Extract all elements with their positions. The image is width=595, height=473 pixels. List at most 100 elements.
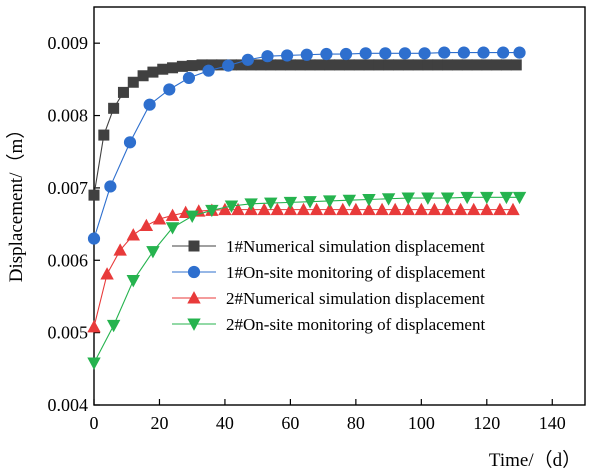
data-point [438, 46, 451, 59]
data-point [379, 47, 392, 60]
axes: 0 20 40 60 80 100 120 140 0.004 0.005 0.006 0.007 0.… [48, 6, 586, 433]
data-point [244, 198, 258, 211]
data-point [224, 200, 239, 213]
series-layer [87, 46, 527, 370]
data-point [106, 319, 121, 333]
legend-label: 2#On-site monitoring of displacement [226, 315, 485, 334]
y-tick-label: 0.009 [48, 33, 89, 53]
x-tick-label: 100 [408, 413, 435, 433]
legend-marker [188, 240, 200, 252]
data-point [359, 47, 372, 60]
data-point [422, 59, 434, 71]
y-tick-label: 0.007 [48, 178, 89, 198]
series-1 [88, 59, 522, 201]
data-point [281, 49, 294, 62]
data-point [303, 196, 317, 209]
data-point [231, 202, 245, 216]
data-point [87, 320, 101, 333]
data-point [113, 243, 127, 256]
series-2 [87, 46, 526, 245]
data-point [373, 59, 385, 71]
data-point [477, 46, 490, 59]
data-point [123, 136, 137, 149]
data-point [388, 202, 402, 216]
x-tick-label: 40 [216, 413, 234, 433]
x-tick-label: 140 [539, 413, 566, 433]
y-tick-label: 0.006 [48, 250, 89, 270]
data-point [442, 59, 454, 71]
data-point [401, 202, 415, 216]
legend-marker [187, 291, 201, 304]
data-point [139, 218, 154, 232]
data-point [471, 59, 483, 71]
data-point [126, 228, 140, 241]
data-point [500, 59, 512, 71]
x-tick-label: 60 [281, 413, 299, 433]
legend-label: 1#Numerical simulation displacement [226, 237, 485, 256]
data-point [510, 59, 522, 71]
data-point [342, 194, 357, 208]
data-point [401, 192, 415, 205]
data-point [147, 66, 159, 78]
data-point [432, 59, 444, 71]
data-point [460, 191, 474, 205]
data-point [324, 59, 336, 71]
data-point [257, 202, 271, 216]
legend-label: 2#Numerical simulation displacement [226, 289, 485, 308]
data-point [353, 59, 365, 71]
data-point [108, 102, 120, 114]
y-tick-label: 0.004 [48, 395, 89, 415]
data-point [186, 60, 198, 72]
data-point [100, 267, 114, 280]
data-point [381, 193, 396, 206]
legend-item: 1#Numerical simulation displacement [172, 237, 485, 256]
data-point [499, 191, 514, 205]
data-point [146, 246, 160, 259]
data-point [322, 202, 337, 216]
plot-frame [93, 6, 586, 406]
data-point [296, 202, 311, 216]
data-point [205, 204, 219, 218]
data-point [157, 63, 169, 75]
data-point [182, 71, 196, 85]
data-point [467, 202, 481, 216]
data-point [421, 192, 435, 205]
data-point [451, 59, 463, 71]
data-point [336, 202, 350, 216]
y-tick-label: 0.005 [48, 323, 89, 343]
data-point [491, 59, 503, 71]
data-point [152, 212, 167, 225]
legend-label: 1#On-site monitoring of displacement [226, 263, 485, 282]
data-point [461, 59, 473, 71]
data-point [402, 59, 414, 71]
data-point [453, 202, 468, 216]
data-point [167, 62, 179, 74]
data-point [185, 210, 199, 223]
data-point [497, 46, 510, 59]
data-point [261, 50, 274, 63]
data-point [427, 202, 442, 216]
data-point [362, 193, 376, 207]
data-point [322, 195, 337, 208]
x-axis-title: Time/（d） [489, 449, 581, 471]
legend: 1#Numerical simulation displacement 1#On-… [172, 237, 485, 334]
data-point [87, 357, 101, 370]
legend-marker [187, 318, 201, 331]
data-point [362, 202, 376, 216]
data-point [343, 59, 355, 71]
data-point [513, 46, 526, 59]
data-point [241, 53, 254, 66]
legend-item: 2#On-site monitoring of displacement [172, 315, 485, 334]
data-point [440, 192, 455, 205]
data-point [218, 202, 232, 216]
data-point [493, 202, 507, 216]
data-point [375, 202, 389, 216]
data-point [104, 180, 117, 193]
data-point [165, 208, 180, 221]
legend-item: 2#Numerical simulation displacement [172, 289, 485, 308]
data-point [481, 59, 493, 71]
data-point [398, 47, 412, 60]
data-point [165, 222, 180, 235]
legend-item: 1#On-site monitoring of displacement [172, 263, 485, 282]
